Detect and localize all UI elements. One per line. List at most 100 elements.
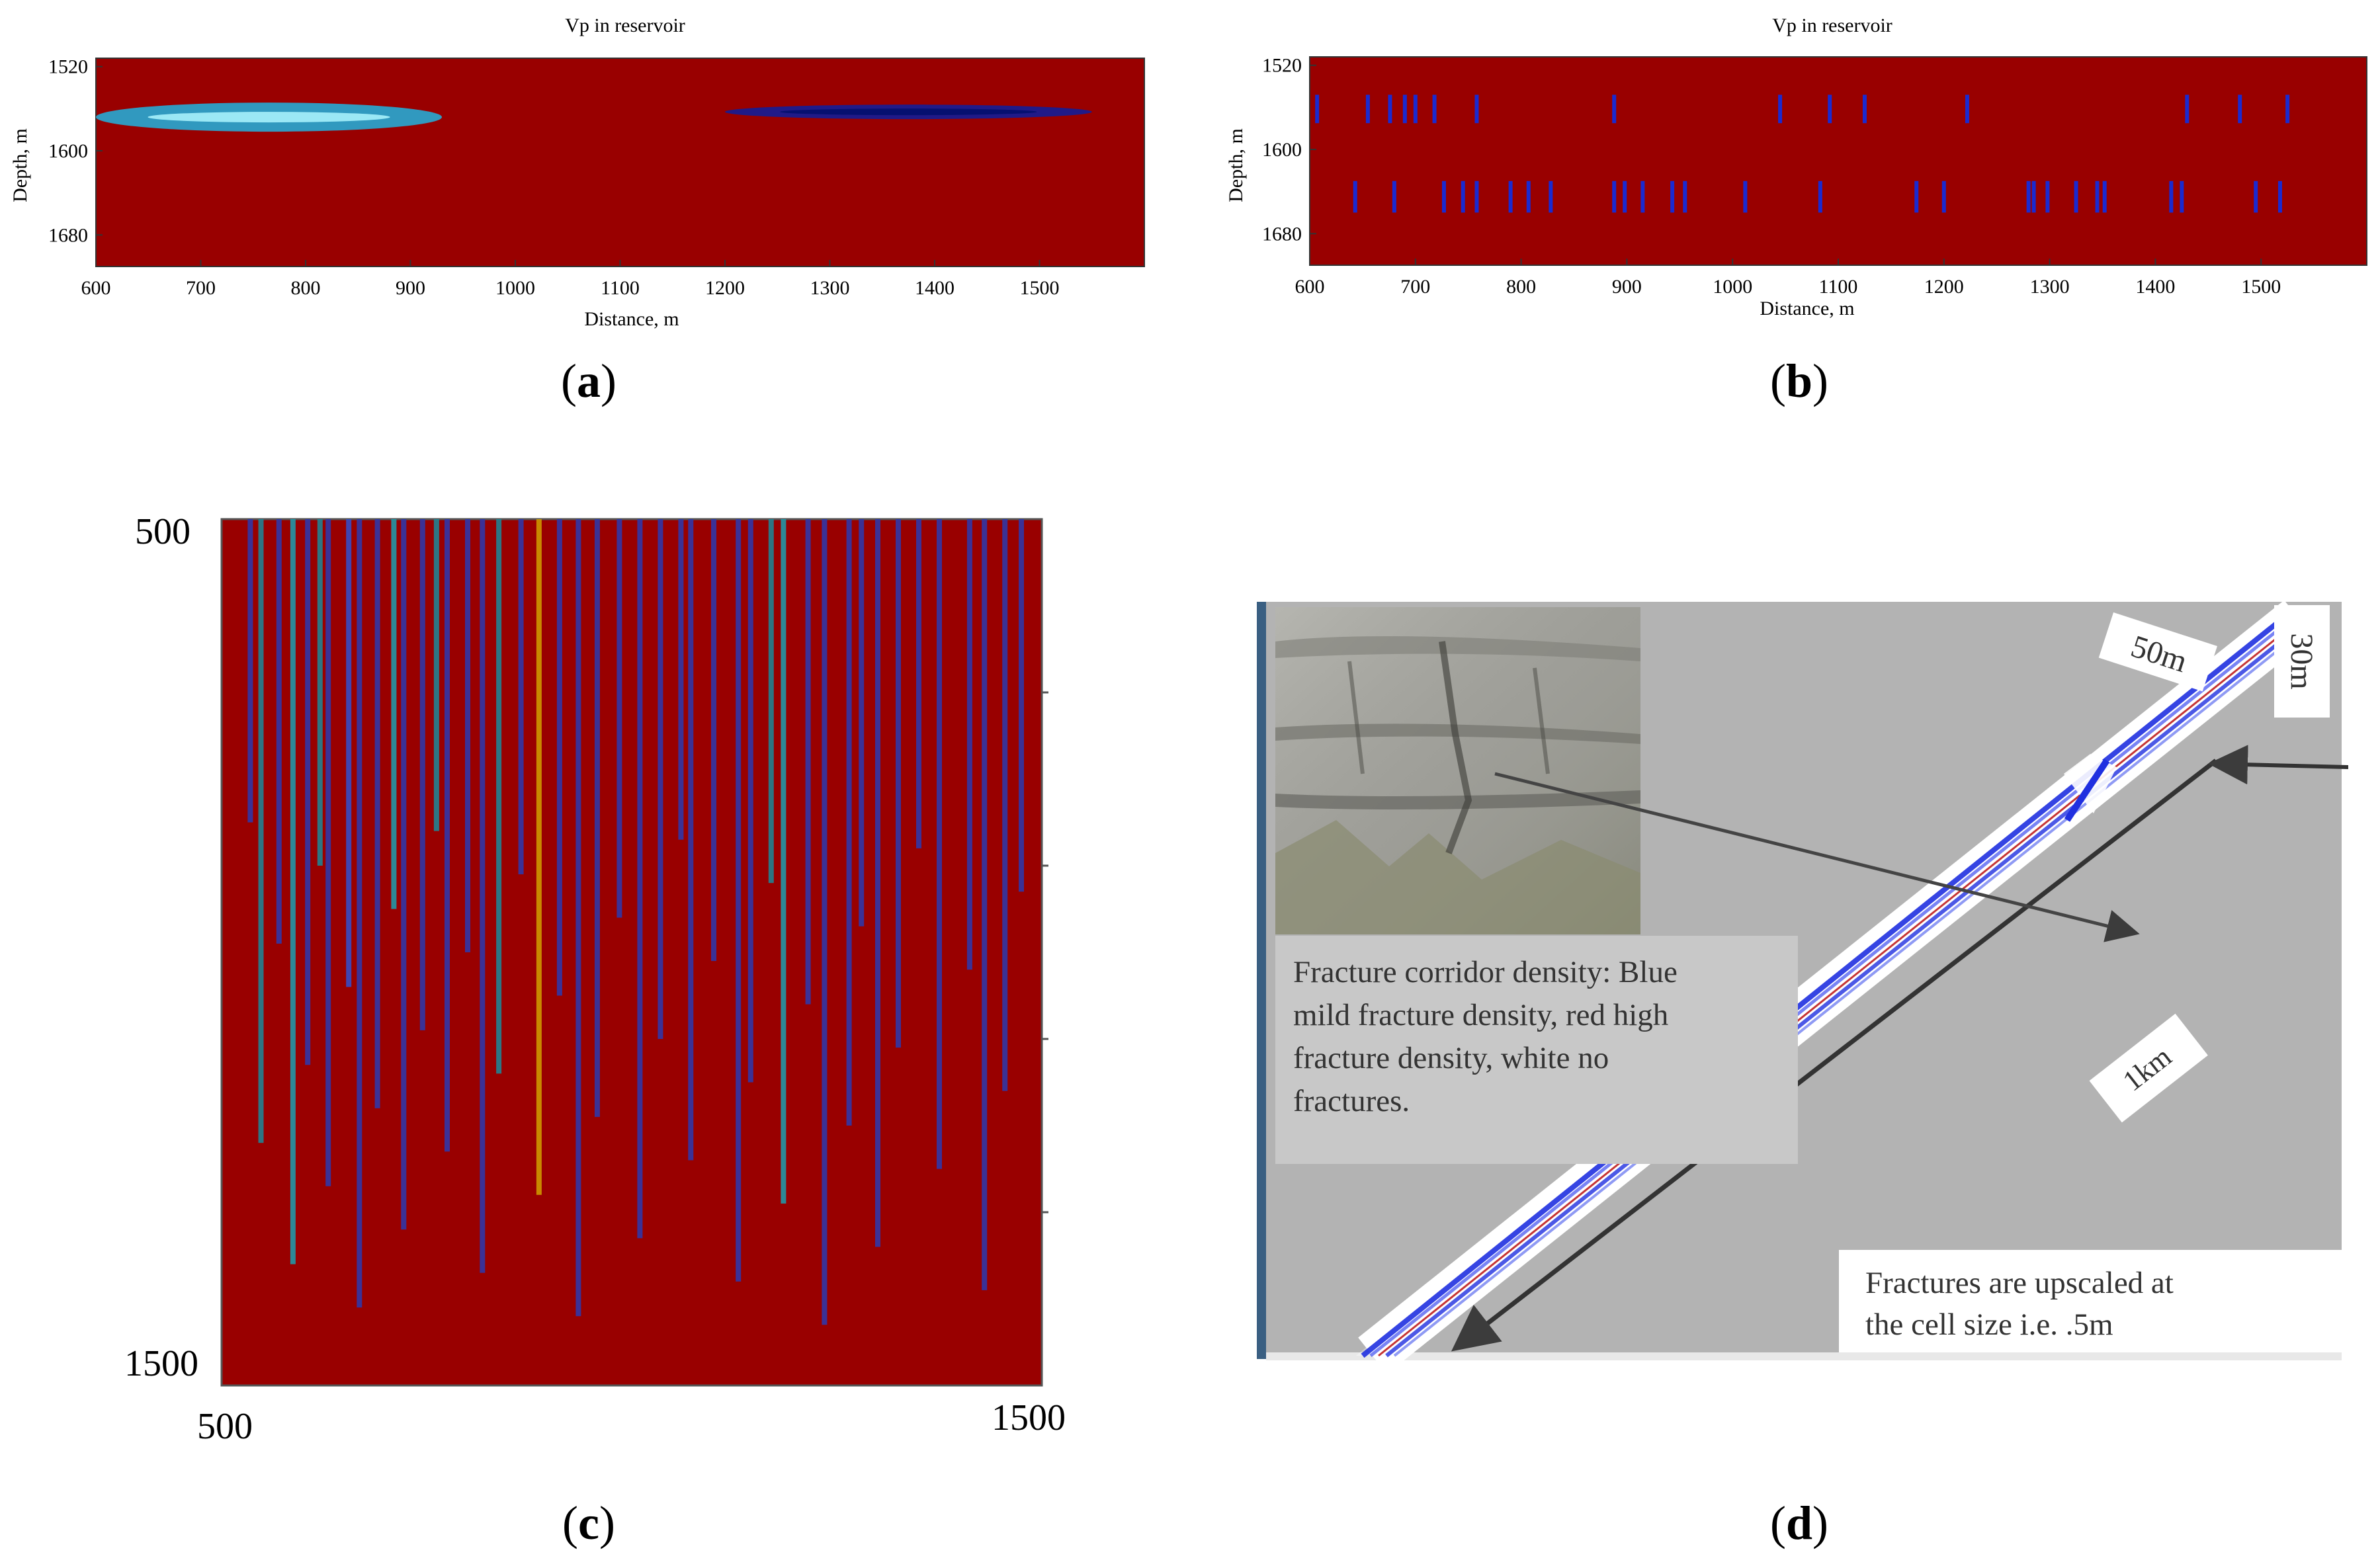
chart-b-fracture-lower [1441,181,1446,213]
chart-c-streak [896,519,901,1048]
chart-b-xtick-label: 1500 [2241,276,2281,298]
chart-a-xtick-label: 700 [186,277,216,299]
chart-b-fracture-lower [2169,181,2174,213]
chart-c-streak [465,519,470,952]
chart-a-plot-area [95,58,1145,267]
chart-b-xtick-label: 1200 [1924,276,1964,298]
chart-c-streak [556,519,562,996]
chart-c-streak [276,519,282,944]
chart-b-fracture-lower [2277,181,2282,213]
chart-b-fracture-lower [1941,181,1946,213]
chart-c-xtick-label: 500 [197,1406,253,1447]
label-b: (b) [1769,354,1828,407]
chart-c-streak [781,519,786,1204]
chart-c-streak [688,519,694,1161]
chart-b-fracture-lower [1461,181,1465,213]
chart-b-xtick-label: 800 [1506,276,1536,298]
chart-a-xtick-label: 1200 [705,277,745,299]
chart-b-xtick-label: 700 [1400,276,1430,298]
chart-c-xtick-label: 1500 [992,1397,1066,1438]
chart-b-xtick-label: 1100 [1819,276,1858,298]
chart-c-streak [433,519,439,831]
pointer-arrow [1494,772,2140,942]
chart-b-fracture-upper [1778,95,1783,124]
chart-b-fracture-lower [1392,181,1396,213]
chart-a-xtick-label: 800 [291,277,321,299]
chart-c-streak [747,519,753,1083]
chart-c-streak [1019,519,1024,892]
chart-b-fracture-lower [2045,181,2050,213]
chart-b-fracture-upper [1315,95,1320,124]
chart-c-streak [317,519,323,866]
label-c: (c) [562,1497,615,1549]
chart-b-fracture-lower [1549,181,1553,213]
chart-b-xlabel: Distance, m [1760,298,1854,319]
chart-c-streak [258,519,264,1143]
chart-c-streak [325,519,331,1186]
chart-c-streak [305,519,311,1065]
chart-a-xtick-label: 1500 [1020,277,1060,299]
chart-a-anomaly-core [148,112,390,123]
chart-b-fracture-lower [2180,181,2184,213]
chart-c-ytick-label: 1500 [124,1343,198,1384]
chart-b: Vp in reservoir 600 700 800 900 1000 1100 1200… [1225,15,2367,319]
chart-c-streak [616,519,622,918]
chart-b-fracture-upper [1828,95,1832,124]
upscale-caption-box [1839,1250,2342,1352]
chart-b-fracture-upper [1365,95,1370,124]
chart-c: 500 1500 500 1500 [124,511,1066,1447]
chart-a-xtick-label: 900 [396,277,425,299]
d-bottom-strip [1266,1352,2342,1360]
chart-c-streak [658,519,663,1039]
chart-b-fracture-lower [1640,181,1645,213]
chart-a-anomaly-core [780,108,1037,116]
chart-c-streak [496,519,502,1074]
chart-b-fracture-lower [1353,181,1357,213]
chart-b-fracture-upper [2185,95,2189,124]
outcrop-photo [1275,607,1640,934]
chart-a-ytick-label: 1680 [48,224,88,246]
chart-c-streak [419,519,425,1030]
length-dimension-line [1451,759,2218,1352]
chart-a-ytick-label: 1600 [48,140,88,162]
chart-b-xtick-label: 1400 [2135,276,2175,298]
label-a: (a) [561,354,616,407]
chart-b-xtick-label: 600 [1295,276,1325,298]
chart-c-streak [480,519,486,1273]
chart-b-fracture-lower [2026,181,2031,213]
svg-text:30m: 30m [2284,633,2319,689]
chart-c-streak [736,519,742,1282]
chart-b-fracture-lower [1743,181,1748,213]
chart-b-fracture-lower [1670,181,1675,213]
chart-c-streak [875,519,880,1247]
figure-d: 50m 30m 1km Fracture corridor density: B… [1257,602,2348,1362]
chart-b-fracture-lower [1623,181,1627,213]
chart-c-streak [805,519,811,1005]
chart-a-ylabel: Depth, m [9,128,31,202]
chart-b-fracture-upper [1388,95,1392,124]
chart-b-fracture-upper [1413,95,1418,124]
chart-b-fracture-lower [1818,181,1822,213]
chart-c-streak [966,519,972,970]
chart-b-fracture-upper [1965,95,1969,124]
chart-b-fracture-lower [1914,181,1919,213]
chart-c-streak [937,519,942,1169]
chart-c-streak [1002,519,1008,1091]
chart-b-fracture-upper [1402,95,1407,124]
chart-c-streak [982,519,988,1290]
chart-c-streak [711,519,716,962]
chart-c-streak [859,519,865,927]
chart-b-fracture-lower [1508,181,1513,213]
chart-b-fracture-lower [2095,181,2100,213]
chart-c-streak [678,519,684,840]
chart-c-streak [594,519,600,1117]
chart-b-fracture-lower [1683,181,1687,213]
chart-c-streak [290,519,296,1264]
chart-c-streak [247,519,253,823]
chart-c-streak [391,519,397,909]
chart-b-fracture-lower [1474,181,1479,213]
chart-c-streak [401,519,407,1230]
chart-c-streak [916,519,921,848]
chart-b-fracture-upper [1612,95,1617,124]
chart-b-fracture-lower [1612,181,1617,213]
